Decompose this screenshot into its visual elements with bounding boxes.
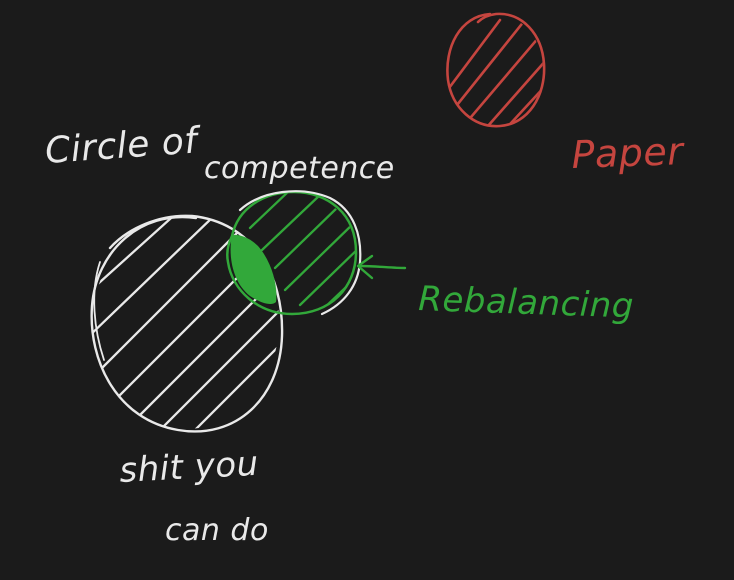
label-can-do: can do bbox=[165, 513, 269, 548]
rebalancing-arrow bbox=[356, 254, 407, 280]
overlap-fill bbox=[230, 234, 277, 304]
label-shit-you: shit you bbox=[118, 444, 259, 491]
competence-circle bbox=[225, 190, 362, 316]
label-rebalancing: Rebalancing bbox=[418, 279, 635, 326]
paper-circle bbox=[446, 12, 546, 128]
label-competence: competence bbox=[204, 151, 395, 186]
label-paper: Paper bbox=[571, 129, 686, 177]
